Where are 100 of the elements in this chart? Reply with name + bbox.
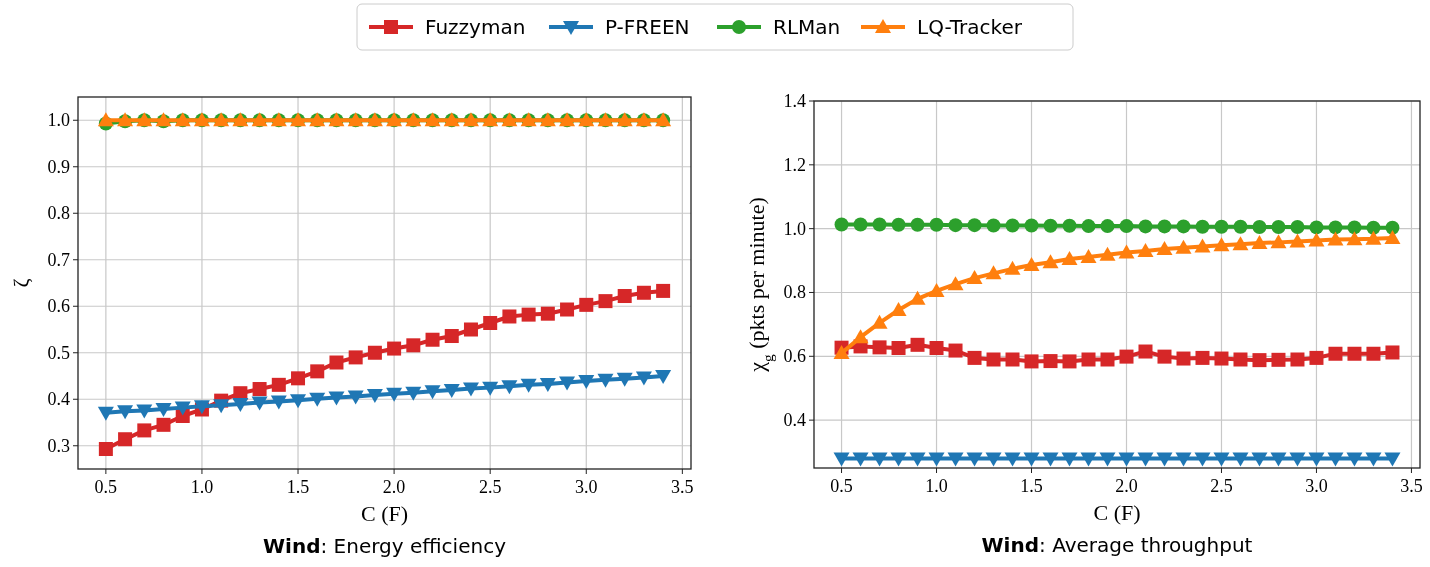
point [1157, 349, 1172, 364]
x-tick-label: 1.5 [286, 477, 310, 497]
point [853, 217, 868, 232]
point [1252, 220, 1267, 235]
point [1081, 352, 1096, 367]
point [1005, 352, 1020, 367]
point [1043, 218, 1058, 233]
x-tick-label: 1.0 [190, 477, 214, 497]
point [1270, 452, 1287, 467]
x-axis-title: C (F) [1093, 500, 1141, 525]
point [833, 345, 850, 360]
point [929, 341, 944, 356]
legend-label: Fuzzyman [425, 15, 526, 39]
point [1328, 346, 1343, 361]
point [986, 352, 1001, 367]
point [329, 355, 344, 370]
point [405, 386, 422, 401]
point [328, 391, 345, 406]
point [1232, 236, 1249, 251]
point [366, 389, 383, 404]
point [1042, 254, 1059, 269]
point [118, 432, 133, 447]
point [1061, 250, 1078, 265]
point [291, 371, 306, 386]
point [1005, 218, 1020, 233]
point [928, 452, 945, 467]
x-tick-label: 3.0 [575, 477, 598, 497]
point [1309, 220, 1324, 235]
point [521, 307, 536, 322]
x-tick-label: 1.0 [925, 476, 948, 496]
legend-label: RLMan [773, 15, 841, 39]
point [1080, 249, 1097, 264]
point [482, 381, 499, 396]
point [1232, 452, 1249, 467]
point [578, 375, 595, 390]
point [174, 401, 191, 416]
point [483, 315, 498, 330]
point [232, 397, 249, 412]
point [1118, 452, 1135, 467]
point [97, 112, 114, 127]
point [617, 289, 632, 304]
point [1023, 257, 1040, 272]
point [271, 377, 286, 392]
point [1346, 231, 1363, 246]
x-tick-label: 2.0 [1115, 476, 1138, 496]
point [540, 306, 555, 321]
point [966, 270, 983, 285]
point [1214, 219, 1229, 234]
point [1138, 219, 1153, 234]
point [462, 382, 479, 397]
point [597, 373, 614, 388]
point [406, 338, 421, 353]
point [1099, 452, 1116, 467]
x-axis-title: C (F) [360, 501, 409, 526]
point [252, 382, 267, 397]
point [1271, 352, 1286, 367]
point [1309, 350, 1324, 365]
point [910, 217, 925, 232]
point [1023, 452, 1040, 467]
text: Wind: Energy efficiency [263, 534, 507, 558]
y-axis-title: ζ [8, 278, 33, 288]
point [1251, 452, 1268, 467]
point [310, 364, 325, 379]
point [1385, 220, 1400, 235]
x-tick-label: 0.5 [830, 476, 853, 496]
point [656, 283, 671, 298]
point [1061, 452, 1078, 467]
legend-label: P-FREEN [605, 15, 690, 39]
point [136, 404, 153, 419]
y-tick-label: 0.8 [47, 203, 70, 224]
y-tick-label: 0.4 [47, 389, 70, 410]
point [852, 452, 869, 467]
y-tick-label: 0.9 [47, 156, 70, 177]
point [1175, 452, 1192, 467]
point [1271, 220, 1286, 235]
point [986, 218, 1001, 233]
point [347, 390, 364, 405]
point [872, 217, 887, 232]
point [251, 396, 268, 411]
point [155, 403, 172, 418]
point [1100, 219, 1115, 234]
point [97, 406, 114, 421]
point [1195, 219, 1210, 234]
point [966, 452, 983, 467]
point [1384, 452, 1401, 467]
point [1138, 344, 1153, 359]
point [309, 392, 326, 407]
point [1100, 352, 1115, 367]
point [1270, 234, 1287, 249]
y-tick-label: 1.4 [783, 91, 806, 111]
point [270, 395, 287, 410]
point [834, 217, 849, 232]
point [635, 371, 652, 386]
y-tick-label: 0.8 [783, 282, 806, 303]
point [1347, 346, 1362, 361]
point [1024, 218, 1039, 233]
point [655, 370, 672, 384]
point [985, 452, 1002, 467]
point [1042, 452, 1059, 467]
point [852, 329, 869, 344]
